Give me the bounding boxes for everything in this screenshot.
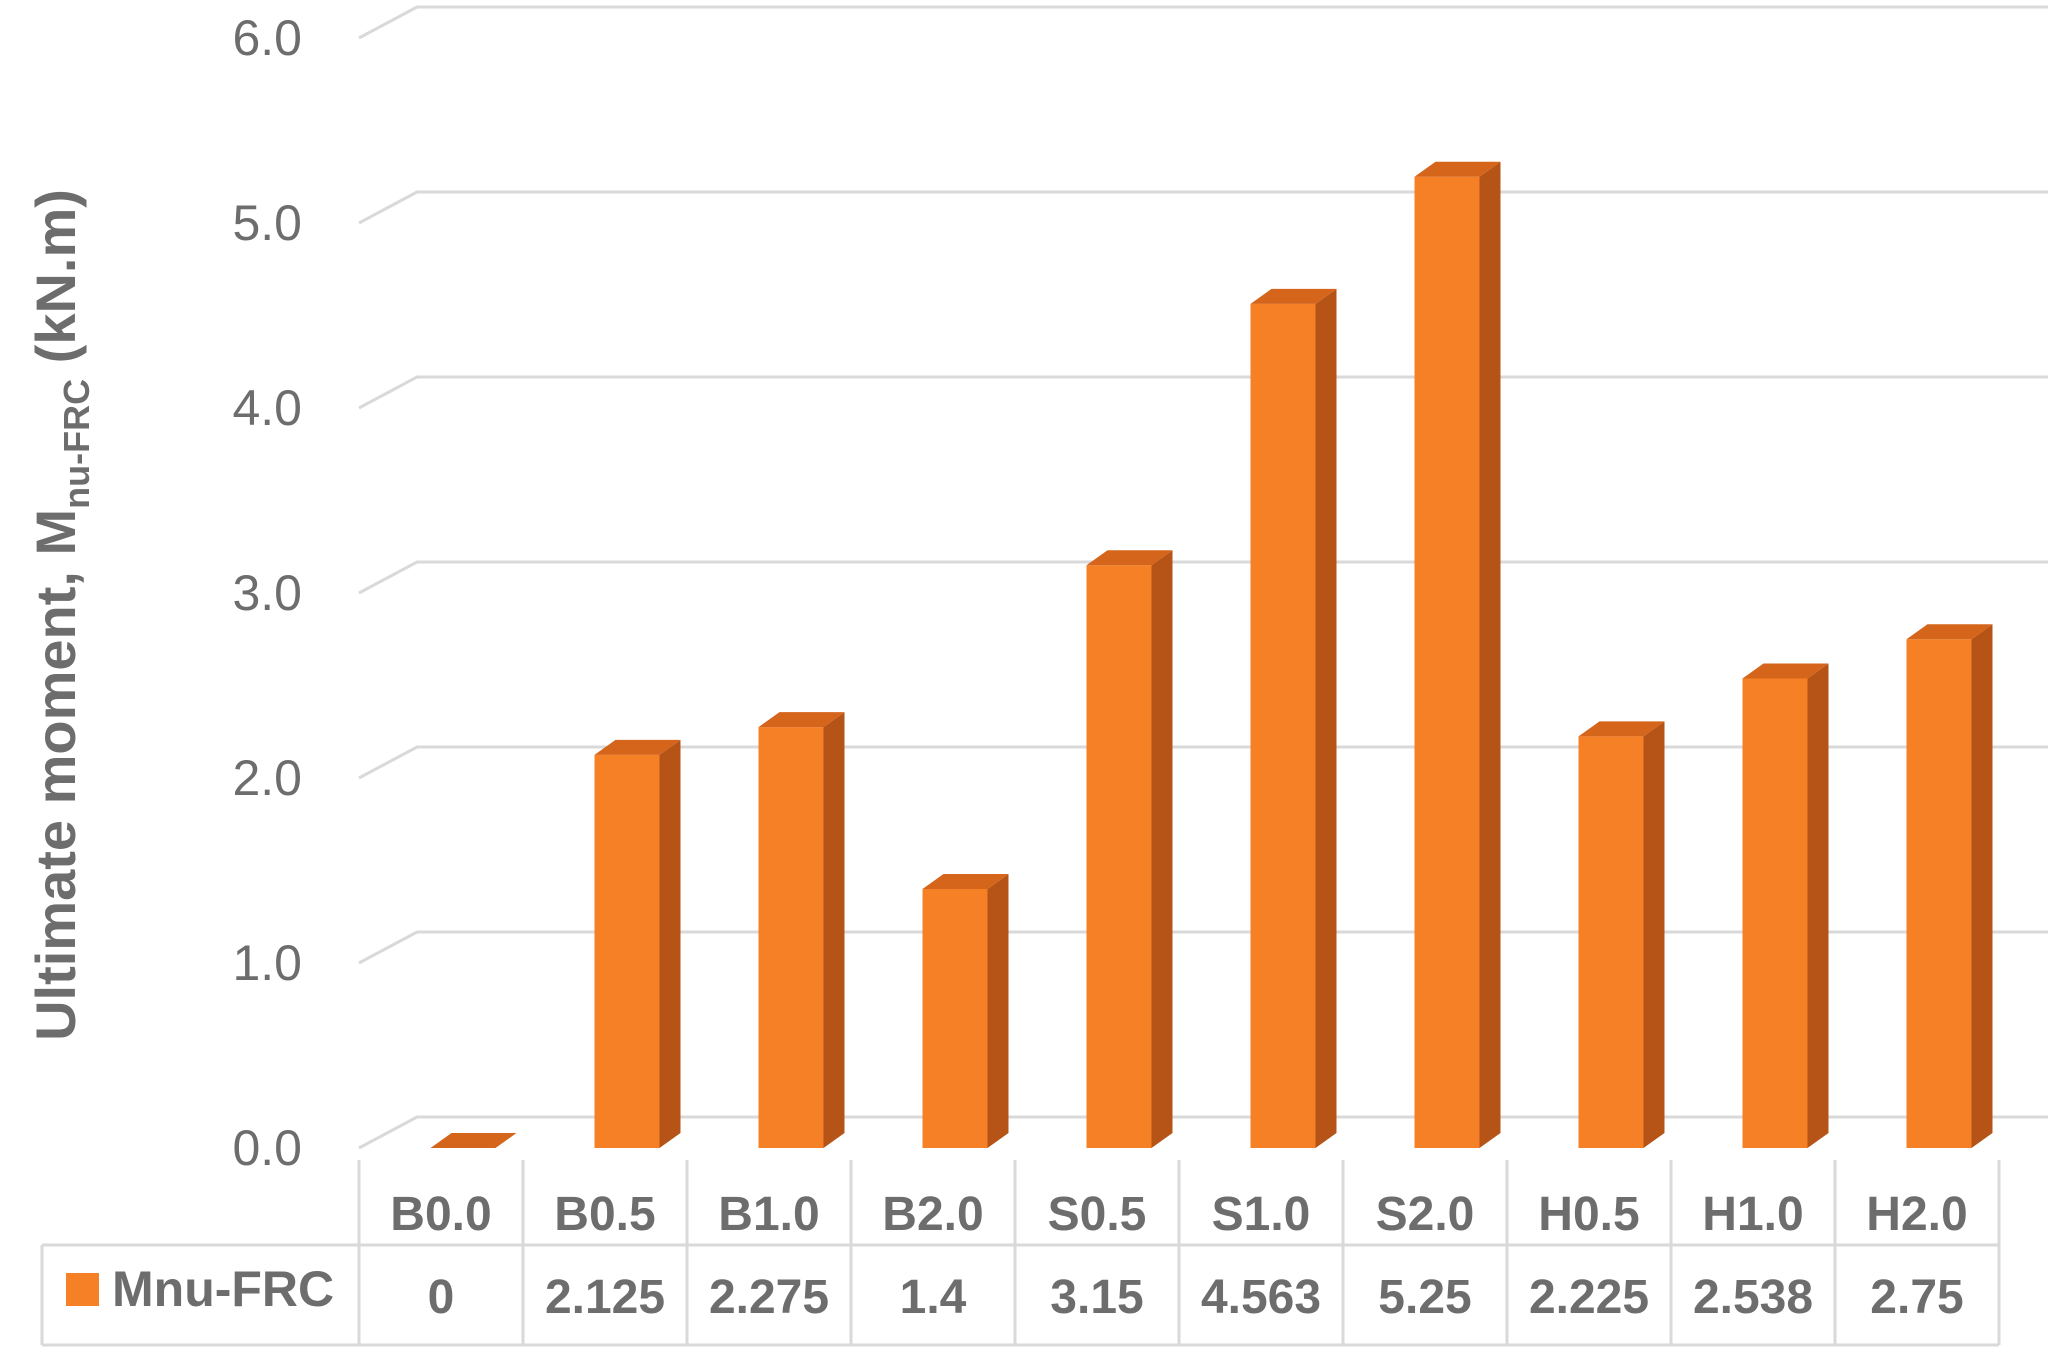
bar-top (430, 1133, 517, 1148)
bar-top (594, 739, 681, 755)
category-label: B0.0 (390, 1188, 491, 1241)
bar-top (1414, 161, 1501, 177)
bar (1906, 624, 1993, 1148)
y-axis-tick-labels: 0.0 1.0 2.0 3.0 4.0 5.0 6.0 (232, 10, 302, 1176)
value-label: 2.125 (545, 1271, 665, 1324)
category-label: B1.0 (718, 1188, 819, 1241)
y-tick-label: 4.0 (232, 380, 302, 436)
value-labels: 0 2.125 2.275 1.4 3.15 4.563 5.25 2.225 2.538 2.7… (428, 1271, 1964, 1324)
bar (1414, 161, 1501, 1148)
gridline (358, 190, 2048, 225)
category-labels: B0.0 B0.5 B1.0 B2.0 S0.5 S1.0 S2.0 H0.5 H1.0 H2.0 (390, 1188, 1967, 1241)
value-label: 2.538 (1693, 1271, 1813, 1324)
bar-side (1971, 624, 1993, 1148)
legend-key-swatch (66, 1273, 99, 1306)
bar-top (758, 712, 845, 728)
bar-side (1315, 288, 1337, 1149)
bar-top (922, 874, 1009, 889)
y-axis-label: Ultimate moment, Mnu-FRC (kN.m) (24, 189, 97, 1041)
category-label: H1.0 (1702, 1188, 1803, 1241)
gridline (358, 745, 2048, 780)
bar-front (1086, 565, 1152, 1148)
y-tick-label: 2.0 (232, 750, 302, 806)
bar (430, 1133, 517, 1148)
bar (1086, 550, 1173, 1148)
bar-top (1086, 550, 1173, 566)
data-table-grid (40, 1160, 2001, 1347)
value-label: 1.4 (900, 1271, 967, 1324)
bar-side (1151, 550, 1173, 1148)
value-label: 2.75 (1870, 1271, 1963, 1324)
y-tick-label: 3.0 (232, 565, 302, 621)
bar-front (1250, 303, 1316, 1149)
legend-series-name: Mnu-FRC (112, 1261, 334, 1317)
category-label: S0.5 (1048, 1188, 1147, 1241)
bar-side (987, 874, 1009, 1148)
bar-front (922, 889, 988, 1148)
data-table: B0.0 B0.5 B1.0 B2.0 S0.5 S1.0 S2.0 H0.5 H1.0 H2.0… (40, 1160, 2001, 1347)
gridline (358, 1115, 2048, 1150)
category-label: H2.0 (1866, 1188, 1967, 1241)
bar-front (1578, 736, 1644, 1148)
y-tick-label: 5.0 (232, 195, 302, 251)
gridline (358, 375, 2048, 410)
gridline (358, 930, 2048, 965)
bar-top (1906, 624, 1993, 640)
bar (1250, 288, 1337, 1149)
y-tick-label: 0.0 (232, 1120, 302, 1176)
value-label: 3.15 (1050, 1271, 1143, 1324)
bar-front (758, 727, 824, 1148)
bar (594, 739, 681, 1148)
category-label: S2.0 (1376, 1188, 1475, 1241)
gridline (358, 5, 2048, 40)
bar-side (823, 712, 845, 1148)
category-label: B0.5 (554, 1188, 655, 1241)
bar (1742, 663, 1829, 1148)
value-label: 4.563 (1201, 1271, 1321, 1324)
bar-front (1414, 176, 1480, 1148)
bar (1578, 721, 1665, 1148)
category-label: S1.0 (1212, 1188, 1311, 1241)
bar-top (1250, 288, 1337, 304)
bar-side (1643, 721, 1665, 1148)
bar-top (1742, 663, 1829, 679)
y-tick-label: 1.0 (232, 935, 302, 991)
bar-side (1807, 663, 1829, 1148)
value-label: 5.25 (1378, 1271, 1471, 1324)
bar (922, 874, 1009, 1148)
y-tick-label: 6.0 (232, 10, 302, 66)
category-label: B2.0 (882, 1188, 983, 1241)
bar-front (1742, 678, 1808, 1148)
bar-side (1479, 161, 1501, 1148)
bar-top (1578, 721, 1665, 737)
bar (758, 712, 845, 1148)
value-label: 2.225 (1529, 1271, 1649, 1324)
category-label: H0.5 (1538, 1188, 1639, 1241)
value-label: 2.275 (709, 1271, 829, 1324)
gridline (358, 560, 2048, 595)
bar-front (1906, 639, 1972, 1148)
bar-side (659, 739, 681, 1148)
bars (430, 161, 1993, 1149)
value-label: 0 (428, 1271, 455, 1324)
gridlines (358, 5, 2048, 1150)
bar-front (594, 754, 660, 1148)
